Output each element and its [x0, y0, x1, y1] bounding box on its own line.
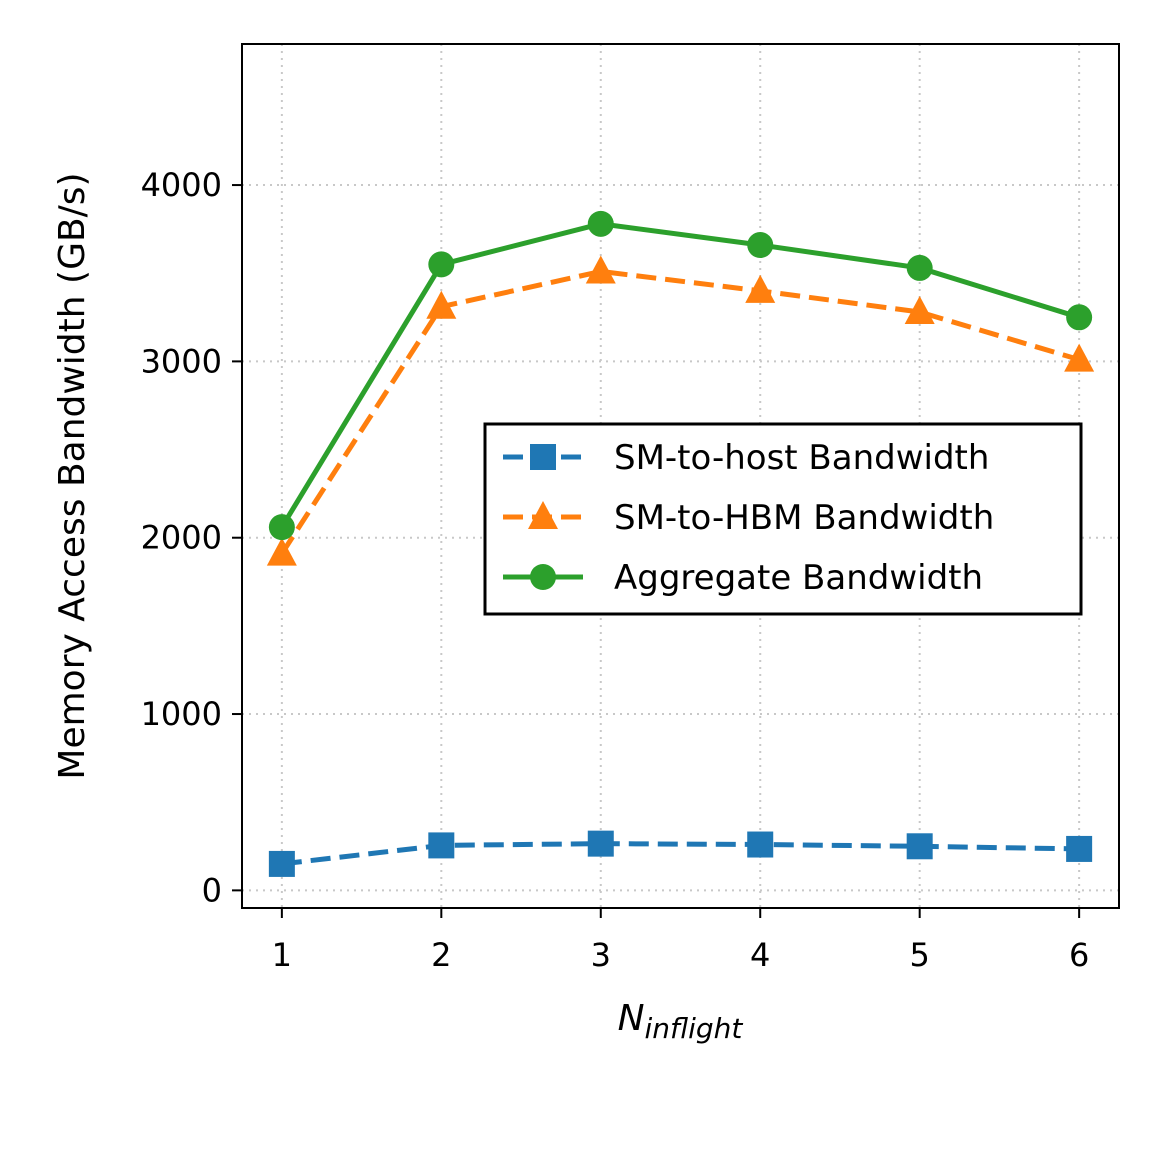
legend: SM-to-host Bandwidth SM-to-HBM Bandwidth A…: [483, 422, 1083, 616]
data-point: [906, 833, 933, 860]
axis-ticks: 1 2 3 4 5 6 0 1000 2000 3000 4000: [141, 166, 1090, 974]
data-point: [428, 251, 455, 278]
y-tick-label: 3000: [141, 342, 222, 380]
data-point: [585, 255, 616, 284]
data-point: [426, 290, 457, 319]
data-point: [587, 210, 614, 237]
data-point: [906, 254, 933, 281]
y-tick-label: 4000: [141, 166, 222, 204]
data-point: [745, 274, 776, 303]
data-point: [587, 830, 614, 857]
y-tick-label: 2000: [141, 519, 222, 557]
legend-box: [483, 422, 1083, 616]
legend-entry: SM-to-host Bandwidth: [503, 438, 989, 478]
x-tick-label: 3: [591, 936, 611, 974]
x-tick-label: 6: [1069, 936, 1089, 974]
data-point: [268, 514, 295, 541]
x-tick-label: 5: [910, 936, 930, 974]
series-layer: [266, 210, 1095, 877]
data-point: [1066, 304, 1093, 331]
legend-entries: SM-to-host Bandwidth SM-to-HBM Bandwidth A…: [503, 438, 994, 598]
plot-frame: [241, 43, 1120, 909]
data-point: [266, 537, 297, 566]
data-point: [1064, 343, 1095, 372]
legend-marker: [528, 501, 558, 529]
series-triangle: [266, 255, 1095, 566]
data-point: [747, 232, 774, 259]
series-line: [279, 221, 1080, 529]
legend-label: SM-to-HBM Bandwidth: [614, 498, 994, 538]
data-point: [268, 850, 295, 877]
series-circle: [268, 210, 1093, 541]
data-point: [428, 832, 455, 859]
legend-label: Aggregate Bandwidth: [614, 558, 983, 598]
series-square: [268, 830, 1093, 877]
x-axis-label-subscript: inflight: [645, 1012, 744, 1045]
data-point: [1066, 835, 1093, 862]
y-axis-label: Memory Access Bandwidth (GB/s): [52, 172, 93, 779]
legend-entry: SM-to-HBM Bandwidth: [503, 498, 994, 538]
legend-entry: Aggregate Bandwidth: [503, 558, 983, 598]
series-line: [279, 268, 1080, 555]
x-tick-label: 2: [431, 936, 451, 974]
legend-marker: [530, 444, 556, 470]
y-tick-label: 0: [202, 871, 222, 909]
x-tick-label: 1: [272, 936, 292, 974]
data-point: [904, 296, 935, 325]
data-point: [747, 831, 774, 858]
x-axis-label-main: N: [618, 998, 645, 1039]
legend-marker: [530, 564, 556, 590]
series-line: [281, 841, 1080, 867]
x-tick-label: 4: [750, 936, 770, 974]
y-tick-label: 1000: [141, 695, 222, 733]
x-axis-label: Ninflight: [618, 998, 744, 1045]
legend-label: SM-to-host Bandwidth: [614, 438, 989, 478]
